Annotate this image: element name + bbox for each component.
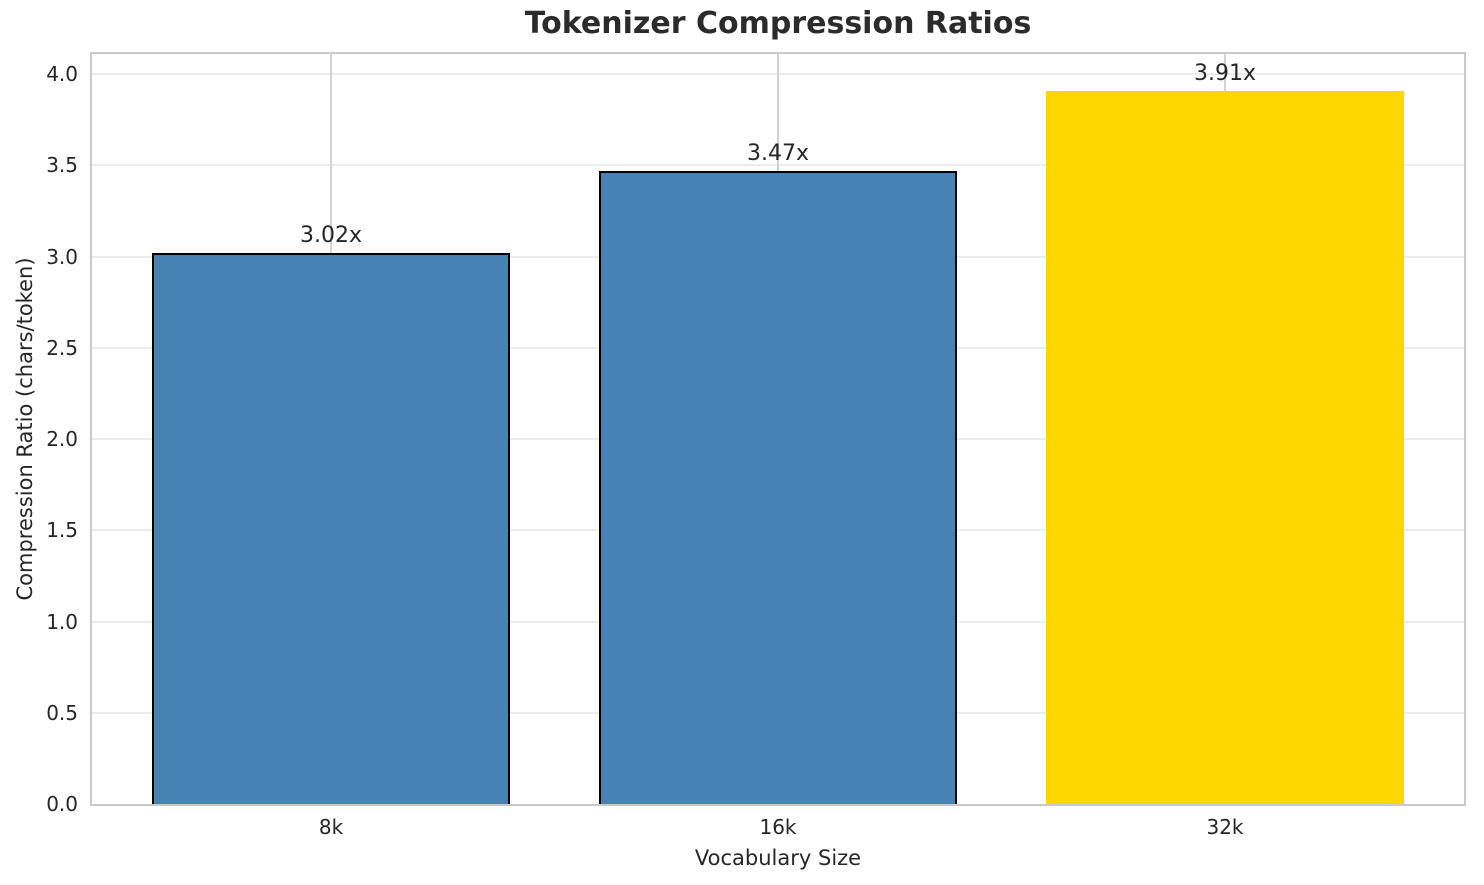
y-tick-label: 1.5 — [46, 518, 78, 543]
x-tick-label-16k: 16k — [759, 815, 797, 839]
x-tick-label-32k: 32k — [1206, 815, 1244, 839]
y-tick-label: 0.5 — [46, 700, 78, 725]
y-tick-label: 1.0 — [46, 609, 78, 634]
y-tick-label: 4.0 — [46, 62, 78, 87]
y-tick-label: 2.0 — [46, 427, 78, 452]
y-tick-label: 3.0 — [46, 244, 78, 269]
y-tick-label: 3.5 — [46, 153, 78, 178]
y-axis-label: Compression Ratio (chars/token) — [13, 257, 37, 601]
bar-value-label: 3.02x — [299, 222, 363, 248]
bar-8k — [152, 252, 510, 804]
y-tick-label: 0.0 — [46, 792, 78, 816]
bar-16k — [599, 170, 957, 804]
x-tick-label-8k: 8k — [318, 815, 344, 839]
x-axis-label: Vocabulary Size — [694, 846, 862, 870]
chart-title: Tokenizer Compression Ratios — [524, 6, 1032, 41]
bar-32k — [1046, 90, 1404, 804]
plot-area: 3.02x 3.47x 3.91x — [90, 52, 1466, 806]
bar-value-label: 3.47x — [746, 140, 810, 166]
y-tick-label: 2.5 — [46, 335, 78, 360]
bar-value-label: 3.91x — [1193, 60, 1257, 86]
